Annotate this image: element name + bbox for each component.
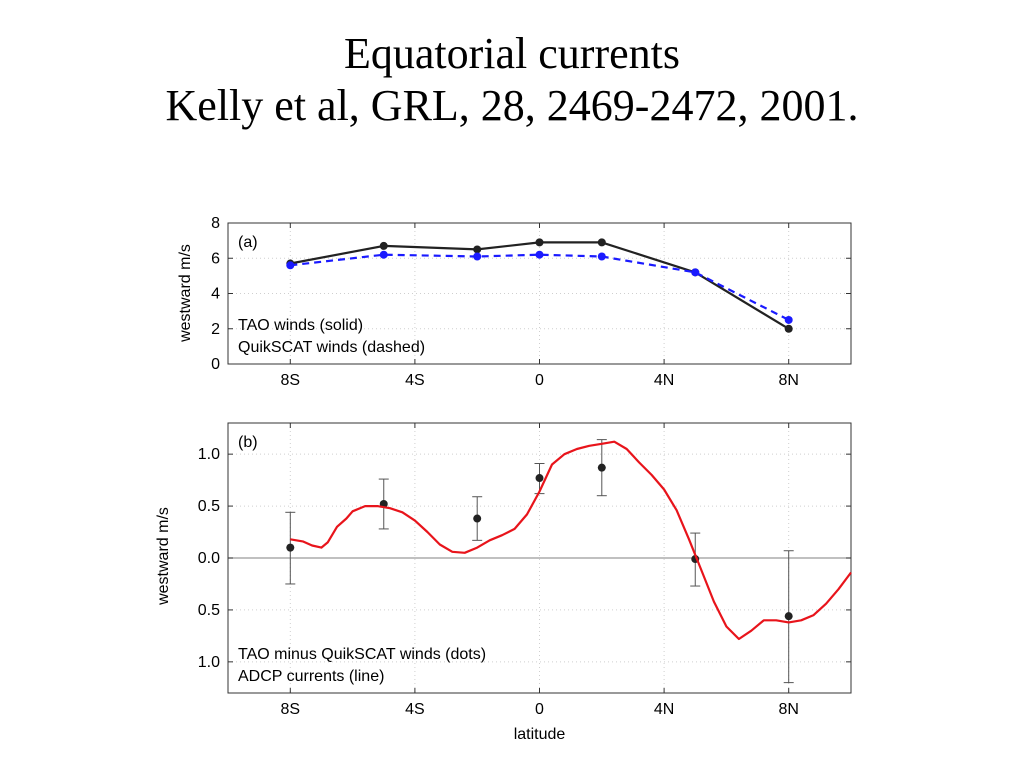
data-point-tao-winds (784, 324, 793, 333)
x-tick-label: 4S (405, 372, 425, 389)
y-tick-label: 0 (211, 356, 220, 373)
legend-text: QuikSCAT winds (dashed) (238, 339, 425, 356)
x-tick-label: 8S (281, 372, 301, 389)
y-tick-label: 8 (211, 215, 220, 232)
data-point-quikscat-winds (379, 250, 388, 259)
y-axis-label: westward m/s (177, 244, 194, 343)
data-point-tao-minus-quikscat-winds (535, 474, 544, 483)
x-tick-label: 8S (281, 701, 301, 718)
data-point-tao-winds (379, 241, 388, 250)
data-point-quikscat-winds (473, 252, 482, 261)
x-tick-label: 4S (405, 701, 425, 718)
data-point-tao-minus-quikscat-winds (784, 612, 793, 621)
x-tick-label: 8N (778, 701, 798, 718)
x-tick-label: 0 (535, 372, 544, 389)
data-point-quikscat-winds (784, 315, 793, 324)
legend-text: ADCP currents (line) (238, 668, 384, 685)
data-point-tao-winds (473, 245, 482, 254)
series-line-adcp-currents (290, 440, 852, 641)
y-tick-label: 6 (211, 250, 220, 267)
y-tick-label: 2 (211, 321, 220, 338)
y-tick-label: 1.0 (198, 446, 220, 463)
y-tick-label: 0.5 (198, 602, 220, 619)
y-axis-label: westward m/s (155, 507, 172, 606)
slide-title: Equatorial currents (344, 29, 680, 78)
legend-text: TAO minus QuikSCAT winds (dots) (238, 646, 486, 663)
y-tick-label: 0.5 (198, 498, 220, 515)
legend-text: TAO winds (solid) (238, 317, 363, 334)
data-point-tao-winds (535, 238, 544, 247)
panel-label: (b) (238, 434, 258, 451)
y-tick-label: 4 (211, 286, 220, 303)
y-tick-label: 1.0 (198, 654, 220, 671)
data-point-quikscat-winds (286, 261, 295, 270)
data-point-quikscat-winds (597, 252, 606, 261)
x-tick-label: 4N (654, 701, 674, 718)
x-tick-label: 0 (535, 701, 544, 718)
chart-panel-a: 8S 4S 0 4N 8N 0 2 4 6 8 westward m/s (a) TAO winds (… (177, 215, 852, 389)
x-tick-label: 4N (654, 372, 674, 389)
data-point-quikscat-winds (535, 250, 544, 259)
data-point-tao-winds (597, 238, 606, 247)
x-tick-label: 8N (778, 372, 798, 389)
data-point-tao-minus-quikscat-winds (286, 543, 295, 552)
chart-panel-b: 8S 4S 0 4N 8N 1.0 0.5 0.0 0.5 1.0 westward m/s lati… (155, 422, 852, 743)
data-point-tao-minus-quikscat-winds (473, 514, 482, 523)
panel-label: (a) (238, 234, 258, 251)
data-point-quikscat-winds (691, 268, 700, 277)
data-point-tao-minus-quikscat-winds (597, 463, 606, 472)
slide-title-block: Equatorial currents Kelly et al, GRL, 28… (0, 28, 1024, 132)
x-axis-label: latitude (514, 726, 566, 743)
y-tick-label: 0.0 (198, 550, 220, 567)
slide-subtitle: Kelly et al, GRL, 28, 2469-2472, 2001. (165, 81, 859, 130)
